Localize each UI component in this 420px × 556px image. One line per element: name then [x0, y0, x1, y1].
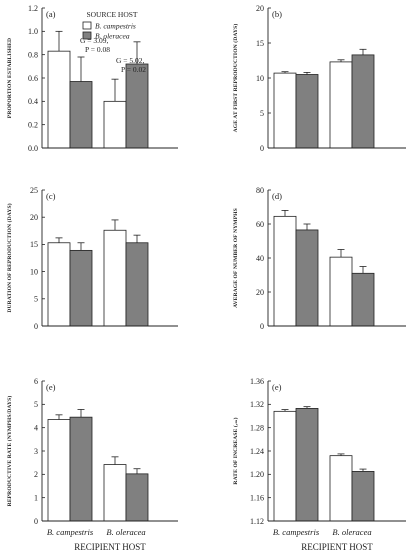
y-tick-label: 0.8: [28, 50, 38, 59]
stat-annotation: G = 5.02,: [116, 56, 145, 65]
bar: [295, 229, 319, 327]
y-tick-label: 1.36: [250, 377, 264, 386]
panel-2: 0 5 10 15 20 AGE AT FIRST REPRODUCTION (DAYS)…: [232, 4, 406, 153]
y-tick-label: 10: [30, 267, 38, 276]
y-tick-label: 5: [34, 400, 38, 409]
y-tick-label: 5: [34, 295, 38, 304]
bar: [103, 464, 127, 522]
bar: [273, 410, 297, 522]
x-tick-label: B. oleracea: [106, 527, 145, 537]
panel-4: 0 20 40 60 80 AVERAGE OF NUMBER OF NYMPHS (d): [233, 186, 406, 331]
bar: [273, 72, 297, 149]
x-tick-label: B. campestris: [47, 527, 94, 537]
x-axis-label: RECIPIENT HOST: [301, 542, 373, 552]
bar: [103, 100, 127, 149]
y-tick-label: 40: [256, 254, 264, 263]
bar: [295, 74, 319, 149]
y-tick-label: 4: [34, 423, 38, 432]
y-tick-label: 1.32: [250, 400, 264, 409]
x-axis-label: RECIPIENT HOST: [74, 542, 146, 552]
y-axis-label: PROPORTION ESTABLISHED: [7, 38, 13, 118]
bar: [103, 229, 127, 327]
y-axis-label: AVERAGE OF NUMBER OF NYMPHS: [233, 208, 239, 308]
stat-annotation: G = 3.09,: [80, 36, 109, 45]
bar: [351, 471, 375, 522]
stat-annotation: P = 0.02: [121, 65, 146, 74]
y-axis-label: AGE AT FIRST REPRODUCTION (DAYS): [232, 24, 239, 133]
y-tick-label: 1.28: [250, 423, 264, 432]
x-tick-label: B. campestris: [273, 527, 320, 537]
y-tick-label: 1.24: [250, 447, 264, 456]
y-tick-label: 2: [34, 470, 38, 479]
bar: [125, 242, 149, 327]
bar: [125, 473, 149, 522]
y-tick-label: 1.20: [250, 470, 264, 479]
y-tick-label: 1: [34, 493, 38, 502]
panel-5: 0 1 2 3 4 5 6 REPRODUCTIVE RATE (NYMPHS/DAYS) (e…: [6, 377, 178, 552]
y-tick-label: 0: [260, 144, 264, 153]
y-tick-label: 0: [260, 322, 264, 331]
y-tick-label: 1.12: [250, 517, 264, 526]
y-tick-label: 0.6: [28, 74, 38, 83]
y-tick-label: 6: [34, 377, 38, 386]
bar: [351, 54, 375, 149]
bar: [69, 249, 93, 327]
y-tick-label: 0.2: [28, 120, 38, 129]
panel-label: (e): [46, 382, 56, 392]
y-axis-label: REPRODUCTIVE RATE (NYMPHS/DAYS): [6, 396, 13, 507]
bar: [125, 63, 149, 149]
stat-annotation: P = 0.08: [85, 45, 110, 54]
bar: [273, 215, 297, 327]
legend-title: SOURCE HOST: [86, 10, 137, 19]
x-tick-label: B. oleracea: [332, 527, 371, 537]
bar: [47, 242, 71, 327]
panel-label: (b): [272, 9, 282, 19]
y-tick-label: 10: [256, 74, 264, 83]
legend-label: B. campestris: [95, 22, 136, 31]
y-tick-label: 0.0: [28, 144, 38, 153]
panel-label: (e): [272, 382, 282, 392]
y-tick-label: 15: [256, 39, 264, 48]
panel-label: (c): [46, 191, 56, 201]
y-tick-label: 3: [34, 447, 38, 456]
bar: [329, 455, 353, 522]
panel-1: 0.0 0.2 0.4 0.6 0.8 1.0 1.2 PROPORTION ESTABLIS…: [7, 4, 178, 153]
bar: [329, 256, 353, 327]
bar: [329, 61, 353, 149]
legend-label: B. oleracea: [95, 32, 130, 41]
bar: [47, 419, 71, 522]
bar: [47, 50, 71, 149]
y-tick-label: 60: [256, 220, 264, 229]
y-axis-label: DURATION OF REPRODUCTION (DAYS): [6, 203, 13, 312]
y-tick-label: 1.16: [250, 493, 264, 502]
y-tick-label: 20: [256, 288, 264, 297]
bar: [69, 416, 93, 522]
panel-label: (d): [272, 191, 282, 201]
y-tick-label: 20: [256, 4, 264, 13]
y-tick-label: 20: [30, 213, 38, 222]
y-tick-label: 80: [256, 186, 264, 195]
y-tick-label: 25: [30, 186, 38, 195]
legend-swatch: [82, 31, 92, 40]
bar: [295, 408, 319, 522]
panel-3: 0 5 10 15 20 25 DURATION OF REPRODUCTION (DAYS…: [6, 186, 178, 331]
y-tick-label: 0.4: [28, 97, 38, 106]
y-tick-label: 0: [34, 322, 38, 331]
y-tick-label: 1.0: [28, 27, 38, 36]
panel-label: (a): [46, 9, 56, 19]
bar: [69, 81, 93, 149]
bar: [351, 272, 375, 327]
legend-swatch: [82, 21, 92, 30]
panel-6: 1.12 1.16 1.20 1.24 1.28 1.32 1.36 RATE OF INCR…: [232, 377, 406, 552]
y-tick-label: 5: [260, 109, 264, 118]
y-tick-label: 15: [30, 240, 38, 249]
y-axis-label: RATE OF INCREASE (ᵣₘ): [232, 417, 239, 484]
y-tick-label: 1.2: [28, 4, 38, 13]
y-tick-label: 0: [34, 517, 38, 526]
